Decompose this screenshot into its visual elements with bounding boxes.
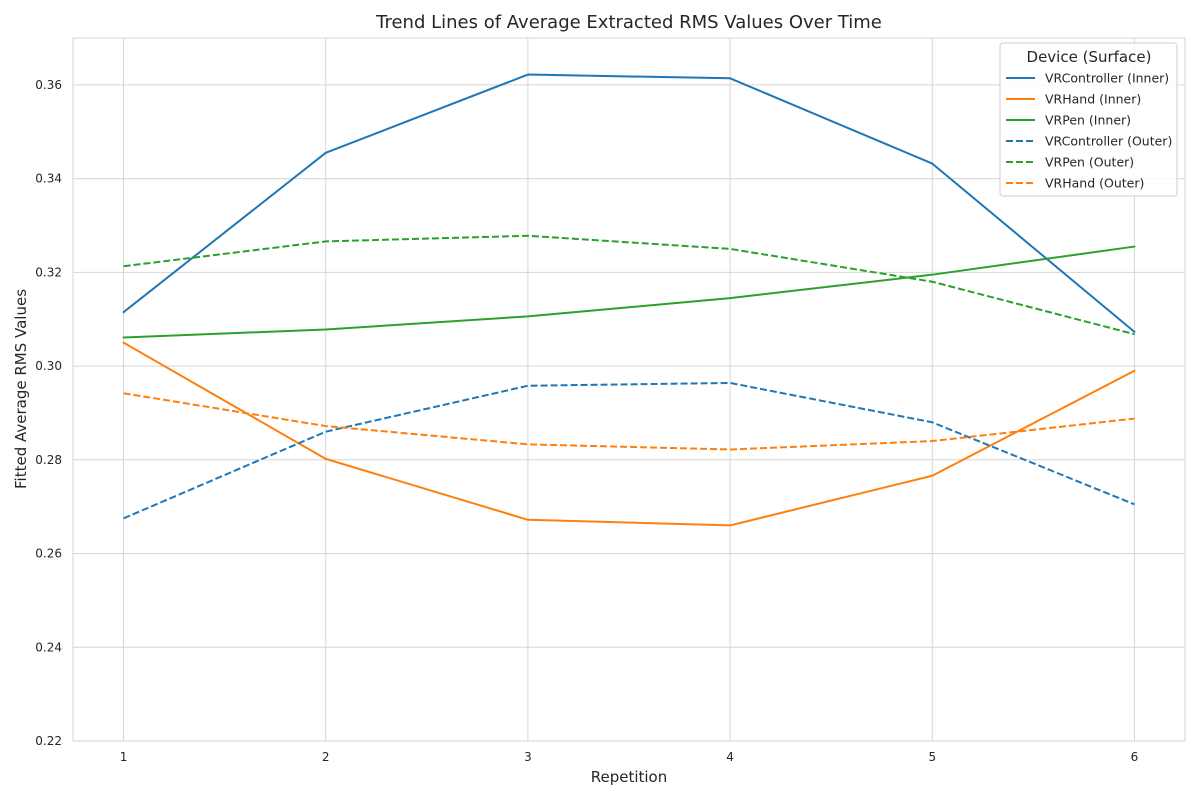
legend-entry: VRController (Outer) — [1006, 134, 1172, 149]
x-tick-label: 2 — [322, 750, 330, 764]
legend-entry: VRPen (Outer) — [1006, 155, 1134, 170]
chart-title: Trend Lines of Average Extracted RMS Val… — [375, 12, 882, 33]
legend-entry: VRController (Inner) — [1006, 71, 1169, 86]
series-line-3 — [123, 381, 1135, 520]
series-line-0 — [122, 73, 1136, 333]
y-tick-label: 0.30 — [35, 359, 62, 373]
x-tick-label: 5 — [928, 750, 936, 764]
series-line-1 — [122, 341, 1136, 527]
legend: Device (Surface) VRController (Inner) VRH… — [999, 42, 1178, 197]
plot-frame — [72, 37, 1186, 742]
legend-label: VRPen (Outer) — [1045, 155, 1134, 170]
y-axis-label: Fitted Average RMS Values — [12, 289, 30, 489]
series-line-2 — [122, 245, 1136, 339]
series-lines — [122, 73, 1136, 527]
legend-entry: VRPen (Inner) — [1006, 113, 1131, 128]
y-tick-label: 0.32 — [35, 265, 62, 279]
y-tick-label: 0.22 — [35, 734, 62, 748]
y-tick-label: 0.28 — [35, 453, 62, 467]
y-tick-label: 0.24 — [35, 640, 62, 654]
series-line-5 — [123, 392, 1135, 451]
legend-label: VRController (Inner) — [1045, 71, 1169, 86]
legend-entry: VRHand (Outer) — [1006, 176, 1144, 191]
x-tick-label: 4 — [726, 750, 734, 764]
y-tick-label: 0.34 — [35, 172, 62, 186]
legend-label: VRPen (Inner) — [1045, 113, 1131, 128]
legend-entries: VRController (Inner) VRHand (Inner) VRPen … — [1006, 71, 1172, 191]
y-tick-label: 0.26 — [35, 547, 62, 561]
x-axis-ticks: 1 2 3 4 5 6 — [120, 750, 1139, 764]
y-tick-label: 0.36 — [35, 78, 62, 92]
x-tick-label: 1 — [120, 750, 128, 764]
y-axis-ticks: 0.22 0.24 0.26 0.28 0.30 0.32 0.34 0.36 — [35, 78, 62, 748]
x-tick-label: 3 — [524, 750, 532, 764]
x-axis-label: Repetition — [591, 768, 668, 786]
legend-label: VRHand (Inner) — [1045, 92, 1141, 107]
x-tick-label: 6 — [1131, 750, 1139, 764]
legend-title: Device (Surface) — [1027, 48, 1152, 66]
legend-label: VRController (Outer) — [1045, 134, 1172, 149]
series-line-4 — [123, 234, 1135, 336]
legend-box — [999, 42, 1178, 197]
legend-entry: VRHand (Inner) — [1006, 92, 1141, 107]
legend-label: VRHand (Outer) — [1045, 176, 1144, 191]
